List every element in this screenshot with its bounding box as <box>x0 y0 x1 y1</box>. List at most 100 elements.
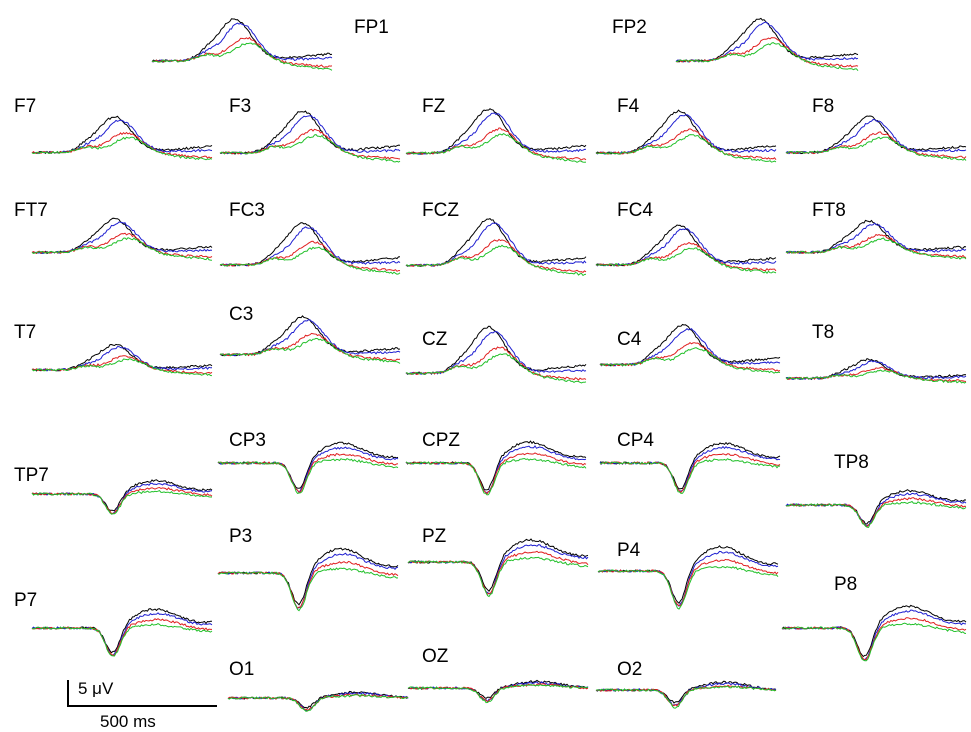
waveform-line <box>219 226 401 267</box>
waveform-line <box>595 128 777 161</box>
channel-label: FT8 <box>812 200 846 221</box>
waveform-line <box>596 134 777 163</box>
channel-label: CPZ <box>422 430 460 451</box>
waveform-line <box>32 623 213 657</box>
channel-f4: F4 <box>595 96 777 163</box>
channel-ft7: FT7 <box>14 200 213 261</box>
channel-fc4: FC4 <box>595 200 777 274</box>
waveform-line <box>219 110 401 155</box>
waveform-line <box>227 694 409 712</box>
waveform-line <box>31 131 213 159</box>
waveform-line <box>407 556 589 598</box>
channel-label: FP2 <box>612 17 647 38</box>
waveform-line <box>31 136 213 161</box>
channel-pz: PZ <box>407 526 589 598</box>
waveform-line <box>785 136 967 161</box>
channel-p8: P8 <box>781 574 967 662</box>
waveform-line <box>599 458 781 494</box>
waveform-line <box>781 604 967 658</box>
waveform-line <box>151 18 333 63</box>
waveform-line <box>785 219 967 254</box>
waveform-line <box>785 366 967 382</box>
channel-label: FZ <box>422 96 446 117</box>
channel-label: F7 <box>14 96 36 117</box>
channel-label: CZ <box>422 329 448 350</box>
scale-bar-time-label: 500 ms <box>100 712 156 731</box>
waveform-line <box>405 132 587 163</box>
channel-cpz: CPZ <box>405 430 587 496</box>
channel-label: F4 <box>617 96 640 117</box>
waveform-line <box>785 131 967 159</box>
channel-label: P3 <box>229 526 252 547</box>
waveform-line <box>595 684 777 707</box>
channel-cp3: CP3 <box>217 430 399 494</box>
channel-label: P4 <box>617 540 641 561</box>
waveform-line <box>599 347 781 374</box>
channel-cp4: CP4 <box>599 430 781 494</box>
waveform-line <box>219 115 401 155</box>
waveform-line <box>405 127 587 161</box>
channel-label: O2 <box>617 659 642 680</box>
waveform-line <box>785 500 967 528</box>
waveform-line <box>227 690 409 709</box>
channel-label: CP4 <box>617 430 654 451</box>
waveform-line <box>219 134 401 163</box>
waveform-line <box>405 346 587 381</box>
waveform-line <box>595 680 777 704</box>
waveform-line <box>32 217 213 255</box>
channel-label: T8 <box>812 322 834 343</box>
waveform-line <box>219 332 401 361</box>
channel-label: FC3 <box>229 200 265 221</box>
waveform-line <box>595 247 777 274</box>
channel-p7: P7 <box>14 590 213 657</box>
channel-label: PZ <box>422 526 447 547</box>
waveform-line <box>675 17 859 63</box>
channel-label: C3 <box>229 304 253 325</box>
channel-fcz: FCZ <box>405 200 587 277</box>
waveform-line <box>597 565 779 610</box>
channel-o1: O1 <box>227 659 409 712</box>
waveform-line <box>405 238 587 274</box>
channel-p3: P3 <box>217 526 399 612</box>
channel-label: FP1 <box>354 17 389 38</box>
waveform-line <box>405 222 587 268</box>
waveform-line <box>595 241 777 272</box>
channel-t7: T7 <box>14 322 213 377</box>
channel-label: OZ <box>422 646 449 667</box>
waveform-line <box>785 233 967 258</box>
waveform-line <box>217 458 399 494</box>
waveform-line <box>219 222 401 267</box>
scale-bar-lines <box>67 680 217 707</box>
waveform-line <box>219 240 400 272</box>
channel-label: F3 <box>229 96 251 117</box>
channel-c3: C3 <box>219 304 401 364</box>
waveform-line <box>31 608 212 654</box>
channel-label: FT7 <box>14 200 48 221</box>
waveform-line <box>31 237 213 261</box>
waveform-line <box>217 547 399 606</box>
waveform-line <box>781 622 967 662</box>
channel-f8: F8 <box>785 96 967 161</box>
channel-label: O1 <box>229 659 254 680</box>
waveform-line <box>219 337 401 364</box>
waveform-line <box>407 684 589 704</box>
waveform-line <box>785 359 967 380</box>
channel-label: C4 <box>617 329 642 350</box>
channel-fp2: FP2 <box>612 17 859 72</box>
waveform-line <box>785 369 967 384</box>
channel-label: TP7 <box>14 465 49 486</box>
waveform-line <box>31 358 213 377</box>
waveform-line <box>217 441 399 489</box>
waveform-line <box>599 453 781 494</box>
channel-tp8: TP8 <box>785 452 967 528</box>
channel-label: T7 <box>14 322 36 343</box>
waveform-line <box>31 490 212 515</box>
channel-ft8: FT8 <box>785 200 967 260</box>
waveform-line <box>405 244 587 277</box>
channel-cz: CZ <box>405 325 587 384</box>
waveform-line <box>675 21 859 63</box>
channel-fc3: FC3 <box>219 200 401 275</box>
channel-label: CP3 <box>229 430 266 451</box>
channel-t8: T8 <box>785 322 967 384</box>
